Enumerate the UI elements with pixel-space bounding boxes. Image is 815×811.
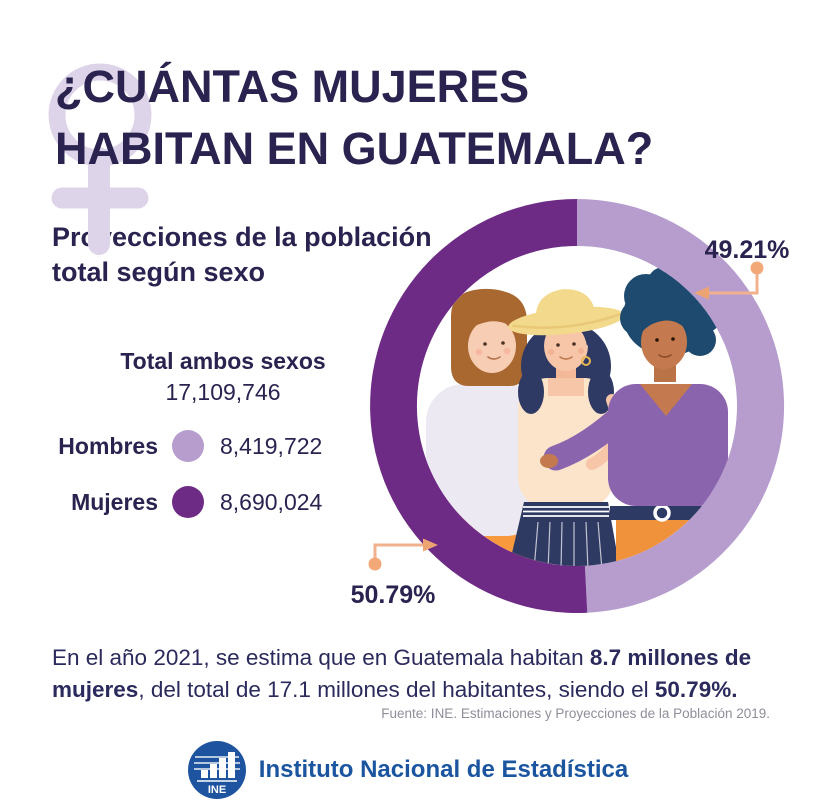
chart-legend: Total ambos sexos 17,109,746 Hombres 8,4… <box>58 348 388 518</box>
legend-value-mujeres: 8,690,024 <box>220 488 323 515</box>
org-name: Instituto Nacional de Estadística <box>258 756 629 783</box>
ine-logo-icon: INE <box>187 741 246 799</box>
callout-dot-left <box>368 557 382 571</box>
page-title-line2: HABITAN EN GUATEMALA? <box>55 123 654 175</box>
summary-seg3-bold: mujeres <box>52 676 139 702</box>
donut-segment-hombres <box>577 198 785 613</box>
legend-row-mujeres: Mujeres 8,690,024 <box>58 486 388 518</box>
chart-subtitle: Proyecciones de la población total según… <box>52 220 432 290</box>
donut-segment-mujeres <box>370 199 588 613</box>
hombres-color-dot <box>172 430 204 462</box>
chart-subtitle-line1: Proyecciones de la población <box>52 222 432 252</box>
legend-total-label: Total ambos sexos <box>120 348 326 374</box>
summary-seg1: En el año 2021, se estima que en Guatema… <box>52 645 590 670</box>
donut-chart: 49.21% 50.79% <box>351 198 789 613</box>
legend-label-mujeres: Mujeres <box>71 488 158 515</box>
chart-subtitle-line2: total según sexo <box>52 257 266 288</box>
footer: INE Instituto Nacional de Estadística <box>0 740 815 800</box>
illustration-woman-right <box>540 267 728 566</box>
summary-seg4: , del total de 17.1 millones del habitan… <box>138 676 655 702</box>
legend-label-hombres: Hombres <box>58 432 158 459</box>
page-title: ¿CUÁNTAS MUJERES HABITAN EN GUATEMALA? <box>55 56 653 180</box>
pct-label-mujeres: 50.79% <box>351 581 436 609</box>
mujeres-color-dot <box>172 486 204 518</box>
legend-value-hombres: 8,419,722 <box>220 432 323 459</box>
callout-hombres: 49.21% <box>694 236 789 300</box>
summary-seg5-bold: 50.79%. <box>654 676 738 702</box>
callout-arrow-right-icon <box>423 538 438 552</box>
legend-row-hombres: Hombres 8,419,722 <box>58 430 388 462</box>
callout-dot-right <box>750 261 764 275</box>
callout-mujeres: 50.79% <box>351 538 438 609</box>
summary-seg2-bold: 8.7 millones de <box>589 645 752 670</box>
legend-total-value: 17,109,746 <box>165 379 281 405</box>
summary-paragraph: En el año 2021, se estima que en Guatema… <box>52 642 797 706</box>
page-title-line1: ¿CUÁNTAS MUJERES <box>55 61 530 112</box>
ine-logo-text: INE <box>208 784 226 796</box>
source-note: Fuente: INE. Estimaciones y Proyecciones… <box>381 706 770 721</box>
venus-female-icon <box>48 63 152 255</box>
pct-label-hombres: 49.21% <box>705 236 790 264</box>
callout-arrow-left-icon <box>694 286 709 300</box>
